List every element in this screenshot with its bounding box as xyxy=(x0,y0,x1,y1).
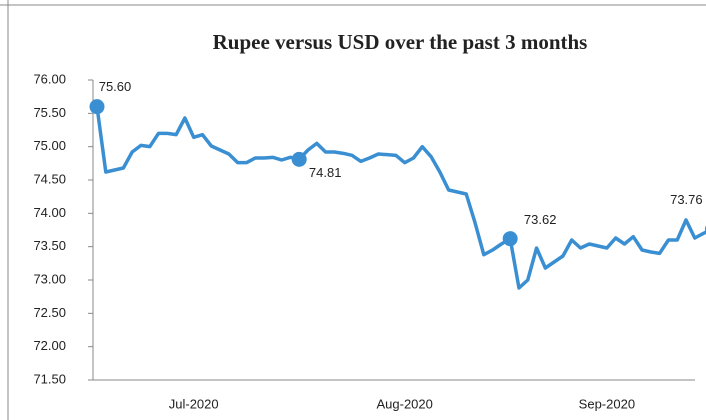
x-tick-label: Aug-2020 xyxy=(376,396,432,411)
data-label: 73.62 xyxy=(524,212,557,227)
y-tick-label: 76.00 xyxy=(33,71,66,86)
y-tick-label: 73.50 xyxy=(33,238,66,253)
y-tick-label: 73.00 xyxy=(33,271,66,286)
y-tick-label: 75.50 xyxy=(33,105,66,120)
y-tick-label: 72.00 xyxy=(33,338,66,353)
y-tick-label: 71.50 xyxy=(33,371,66,386)
data-label: 74.81 xyxy=(309,165,342,180)
point-marker xyxy=(291,151,307,167)
x-tick-label: Sep-2020 xyxy=(579,396,635,411)
data-label: 75.60 xyxy=(99,79,132,94)
y-tick-label: 75.00 xyxy=(33,138,66,153)
y-tick-label: 74.00 xyxy=(33,205,66,220)
y-tick-label: 74.50 xyxy=(33,171,66,186)
x-tick-label: Jul-2020 xyxy=(169,396,219,411)
data-label: 73.76 xyxy=(670,192,703,207)
y-tick-label: 72.50 xyxy=(33,305,66,320)
point-marker xyxy=(89,99,105,115)
point-marker xyxy=(502,231,518,247)
chart-title: Rupee versus USD over the past 3 months xyxy=(213,30,588,54)
series-line xyxy=(95,106,706,290)
